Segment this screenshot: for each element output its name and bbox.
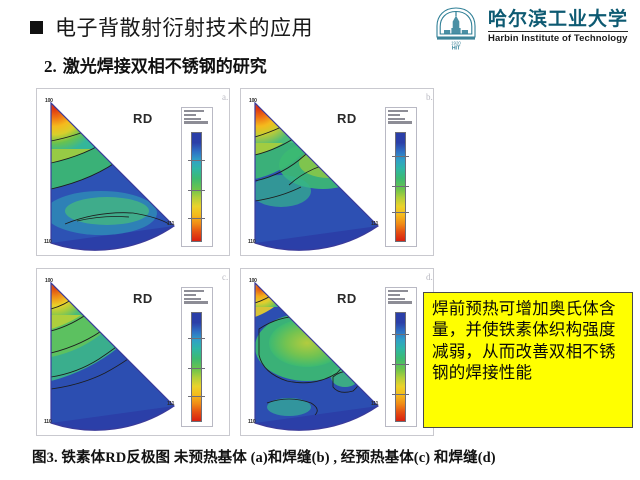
ipf-triangle-b	[254, 101, 379, 251]
pole-label-110-a: 110	[44, 239, 52, 245]
ipf-panel-b-inner: RD 100 110 111	[245, 93, 431, 253]
ipf-panel-c-inner: RD 100 110 111	[41, 273, 227, 433]
direction-label-b: RD	[337, 111, 357, 126]
pole-label-100-a: 100	[45, 98, 53, 104]
ipf-panel-d: RD 100 110 111	[240, 268, 434, 436]
panel-tag-a: a.	[222, 92, 229, 102]
ipf-triangle-c	[50, 281, 175, 431]
pole-label-100-d: 100	[249, 278, 257, 284]
panel-tag-d: d.	[426, 272, 433, 282]
colorbar-b	[385, 107, 417, 247]
logo-divider	[487, 31, 628, 33]
conclusion-callout-text: 焊前预热可增加奥氏体含量，并使铁素体织构强度减弱，从而改善双相不锈钢的焊接性能	[432, 299, 616, 383]
pole-label-111-a: 111	[167, 221, 175, 227]
pole-label-100-c: 100	[45, 278, 53, 284]
direction-label-d: RD	[337, 291, 357, 306]
ipf-triangle-d	[254, 281, 379, 431]
conclusion-callout: 焊前预热可增加奥氏体含量，并使铁素体织构强度减弱，从而改善双相不锈钢的焊接性能	[423, 292, 633, 428]
ipf-panel-b: RD 100 110 111	[240, 88, 434, 256]
emblem-year-text: 1920	[451, 41, 461, 46]
ipf-panel-d-inner: RD 100 110 111	[245, 273, 431, 433]
square-bullet-icon	[30, 20, 43, 34]
subtitle-row: 2. 激光焊接双相不锈钢的研究	[44, 52, 267, 77]
ipf-panel-a-inner: RD 100 110 111	[41, 93, 227, 253]
panel-tag-c: c.	[222, 272, 229, 282]
ipf-triangle-a	[50, 101, 175, 251]
logo-name-cn: 哈尔滨工业大学	[487, 8, 628, 30]
colorbar-a-caption	[184, 110, 212, 130]
logo-name-en: Harbin Institute of Technology	[487, 33, 628, 45]
panel-tag-b: b.	[426, 92, 433, 102]
direction-label-c: RD	[133, 291, 153, 306]
ipf-panel-a: RD 100 110 111	[36, 88, 230, 256]
emblem-abbr-text: HIT	[452, 45, 461, 50]
logo-wordmark: 哈尔滨工业大学 Harbin Institute of Technology	[487, 8, 628, 45]
colorbar-c-caption	[184, 290, 212, 310]
colorbar-d	[385, 287, 417, 427]
colorbar-c	[181, 287, 213, 427]
colorbar-a-gradient	[191, 132, 202, 242]
ipf-panel-c: RD 100 110 111	[36, 268, 230, 436]
pole-label-111-c: 111	[167, 401, 175, 407]
figure-panel-grid: RD 100 110 111	[36, 88, 440, 438]
pole-label-110-d: 110	[248, 419, 256, 425]
colorbar-a	[181, 107, 213, 247]
colorbar-b-caption	[388, 110, 416, 130]
pole-label-111-b: 111	[371, 221, 379, 227]
page-title: 电子背散射衍射技术的应用	[55, 16, 313, 40]
pole-label-111-d: 111	[371, 401, 379, 407]
pole-label-110-b: 110	[248, 239, 256, 245]
title-row: 电子背散射衍射技术的应用	[30, 12, 313, 42]
university-logo: 1920 HIT 哈尔滨工业大学 Harbin Institute of Tec…	[431, 4, 628, 50]
colorbar-b-gradient	[395, 132, 406, 242]
colorbar-d-gradient	[395, 312, 406, 422]
colorbar-c-gradient	[191, 312, 202, 422]
pole-label-100-b: 100	[249, 98, 257, 104]
pole-label-110-c: 110	[44, 419, 52, 425]
hit-emblem-icon: 1920 HIT	[436, 7, 476, 50]
subtitle-number: 2.	[44, 57, 57, 76]
figure-caption: 图3. 铁素体RD反极图 未预热基体 (a)和焊缝(b) , 经预热基体(c) …	[32, 450, 496, 466]
colorbar-d-caption	[388, 290, 416, 310]
slide-header: 电子背散射衍射技术的应用 2. 激光焊接双相不锈钢的研究	[0, 0, 640, 84]
direction-label-a: RD	[133, 111, 153, 126]
subtitle-text: 激光焊接双相不锈钢的研究	[62, 57, 267, 76]
